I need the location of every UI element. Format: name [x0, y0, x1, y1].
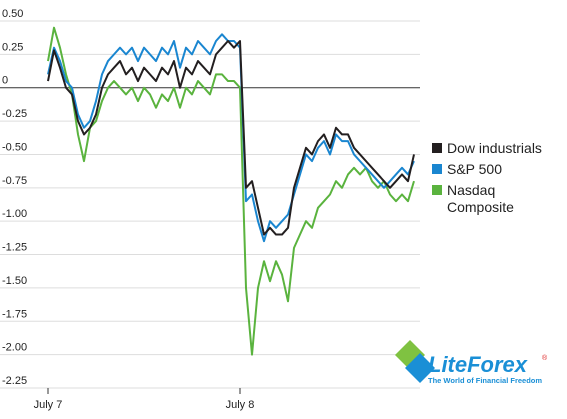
watermark-tagline: The World of Financial Freedom	[428, 376, 542, 385]
series-line	[47, 33, 415, 243]
y-tick-label: -0.75	[2, 175, 27, 187]
watermark: LiteForex ® The World of Financial Freed…	[395, 340, 548, 385]
watermark-name: LiteForex	[428, 352, 528, 377]
legend-swatch	[432, 185, 442, 195]
y-tick-label: 0	[2, 75, 8, 87]
series-line	[47, 40, 415, 236]
legend-label: Dow industrials	[447, 140, 542, 156]
legend-label: Nasdaq Composite	[447, 182, 514, 215]
y-tick-label: 0.25	[2, 41, 23, 53]
logo-shape	[405, 353, 435, 383]
y-tick-label: -1.00	[2, 208, 27, 220]
legend-swatch	[432, 164, 442, 174]
legend-entry: Dow industrials	[432, 140, 552, 157]
y-tick-label: -0.50	[2, 141, 27, 153]
x-tick-label: July 8	[226, 399, 255, 411]
series-line	[47, 26, 415, 356]
watermark-mark: ®	[542, 354, 548, 362]
y-tick-label: -2.00	[2, 342, 27, 354]
legend-entry: Nasdaq Composite	[432, 182, 552, 216]
legend-swatch	[432, 143, 442, 153]
axes: 0.50 0.25 0 -0.25 -0.50 -0.75 -1.00 -1.25 -1.50 -…	[0, 8, 420, 411]
legend-label: S&P 500	[447, 161, 503, 177]
y-tick-label: -1.75	[2, 308, 27, 320]
y-tick-label: -1.25	[2, 242, 27, 254]
y-tick-label: 0.50	[2, 8, 23, 20]
y-tick-label: -1.50	[2, 275, 27, 287]
y-tick-label: -2.25	[2, 375, 27, 387]
x-tick-label: July 7	[34, 399, 63, 411]
legend-entry: S&P 500	[432, 161, 552, 178]
y-tick-label: -0.25	[2, 108, 27, 120]
legend: Dow industrials S&P 500 Nasdaq Composite	[432, 140, 552, 220]
